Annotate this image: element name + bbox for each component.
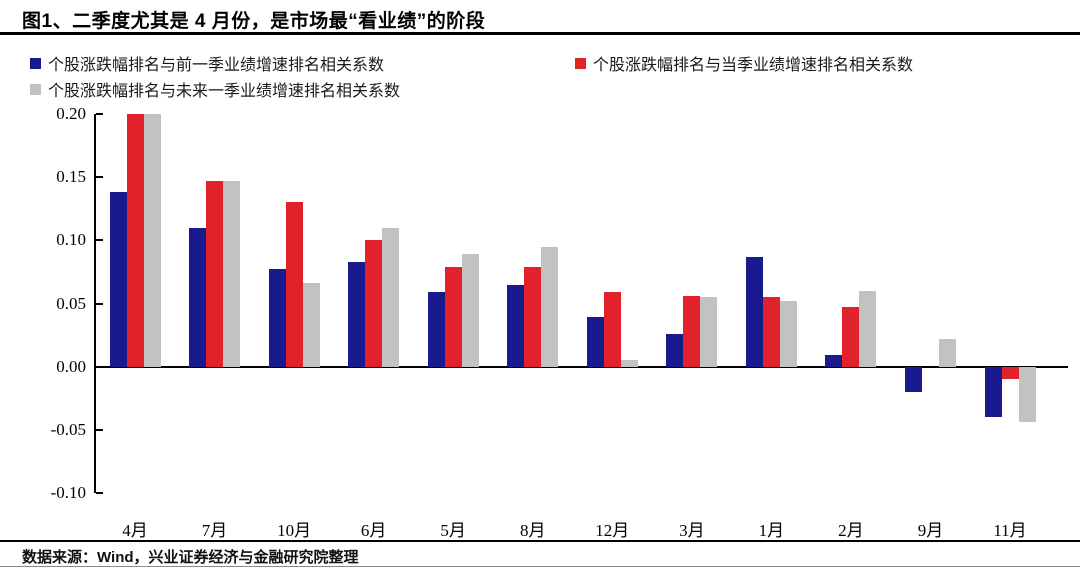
y-tick-label: 0.05: [56, 293, 86, 313]
bar-12月-series2: [621, 360, 638, 367]
y-tick-label: -0.05: [50, 419, 86, 439]
legend-label: 个股涨跌幅排名与未来一季业绩增速排名相关系数: [48, 83, 401, 100]
bar-2月-series2: [859, 290, 876, 367]
x-tick-label: 5月: [440, 521, 466, 540]
bar-12月-series1: [604, 292, 621, 367]
x-tick-label: 7月: [201, 521, 228, 540]
bar-4月-series0: [110, 192, 127, 367]
x-tick-label: 10月: [277, 521, 312, 540]
y-axis-tick: [96, 302, 103, 305]
bar-1月-series2: [780, 301, 797, 367]
bar-5月-series1: [445, 266, 462, 367]
legend-swatch-blue: [30, 57, 41, 69]
bar-3月-series0: [666, 333, 683, 367]
bar-7月-series0: [189, 227, 206, 367]
bar-11月-series1: [1002, 366, 1019, 380]
chart-bottom-rule: [0, 540, 1080, 542]
y-axis-tick: [96, 176, 103, 179]
legend-item-prev-quarter: 个股涨跌幅排名与前一季业绩增速排名相关系数: [30, 51, 384, 75]
bar-3月-series2: [700, 297, 717, 367]
x-tick-label: 6月: [360, 521, 387, 540]
bar-8月-series1: [524, 266, 541, 367]
bar-8月-series2: [541, 246, 558, 367]
bar-7月-series2: [223, 181, 240, 367]
bar-6月-series0: [348, 261, 365, 367]
bar-10月-series0: [269, 269, 286, 367]
x-tick-label: 1月: [758, 521, 785, 540]
x-tick-label: 3月: [679, 521, 705, 540]
page-bottom-rule: [0, 566, 1080, 567]
y-axis-line: [94, 114, 96, 493]
y-axis-tick: [96, 113, 103, 115]
bar-8月-series0: [507, 284, 524, 367]
bar-3月-series1: [683, 295, 700, 367]
bar-4月-series2: [144, 114, 161, 367]
bar-10月-series1: [286, 202, 303, 367]
y-tick-label: 0.10: [56, 230, 86, 250]
bar-1月-series0: [746, 256, 763, 367]
legend-label: 个股涨跌幅排名与当季业绩增速排名相关系数: [593, 57, 914, 74]
bar-7月-series1: [206, 181, 223, 367]
bar-11月-series0: [985, 366, 1002, 418]
bar-9月-series2: [939, 338, 956, 367]
legend-label: 个股涨跌幅排名与前一季业绩增速排名相关系数: [48, 57, 385, 74]
y-tick-label: 0.15: [56, 167, 86, 187]
legend-item-current-quarter: 个股涨跌幅排名与当季业绩增速排名相关系数: [575, 51, 913, 75]
y-tick-label: 0.00: [56, 356, 86, 376]
bar-4月-series1: [127, 114, 144, 367]
title-underline: [0, 32, 1080, 35]
y-axis-tick: [96, 239, 103, 242]
y-tick-label: 0.20: [56, 104, 86, 123]
x-tick-label: 12月: [595, 521, 630, 540]
legend-swatch-red: [575, 57, 586, 69]
bar-6月-series1: [365, 240, 382, 367]
y-tick-label: -0.10: [50, 483, 86, 502]
bar-5月-series2: [462, 254, 479, 367]
chart-title: 图1、二季度尤其是 4 月份，是市场最“看业绩”的阶段: [22, 11, 486, 32]
x-tick-label: 2月: [838, 521, 864, 540]
bar-10月-series2: [303, 283, 320, 367]
bar-12月-series0: [587, 317, 604, 367]
data-source-note: 数据来源：Wind，兴业证券经济与金融研究院整理: [22, 549, 359, 566]
x-tick-label: 8月: [519, 521, 546, 540]
bar-1月-series1: [763, 297, 780, 367]
bar-2月-series1: [842, 307, 859, 367]
y-axis-tick: [96, 428, 103, 431]
bar-11月-series2: [1019, 366, 1036, 423]
x-tick-label: 9月: [917, 521, 944, 540]
x-tick-label: 4月: [122, 521, 148, 540]
x-tick-label: 11月: [993, 521, 1027, 540]
zero-baseline: [94, 365, 1068, 368]
bar-6月-series2: [382, 227, 399, 367]
legend-swatch-gray: [30, 83, 41, 95]
bar-9月-series0: [905, 366, 922, 392]
y-axis-tick: [96, 492, 103, 494]
bar-2月-series0: [825, 355, 842, 367]
bar-5月-series0: [428, 292, 445, 367]
legend-item-next-quarter: 个股涨跌幅排名与未来一季业绩增速排名相关系数: [30, 77, 400, 101]
